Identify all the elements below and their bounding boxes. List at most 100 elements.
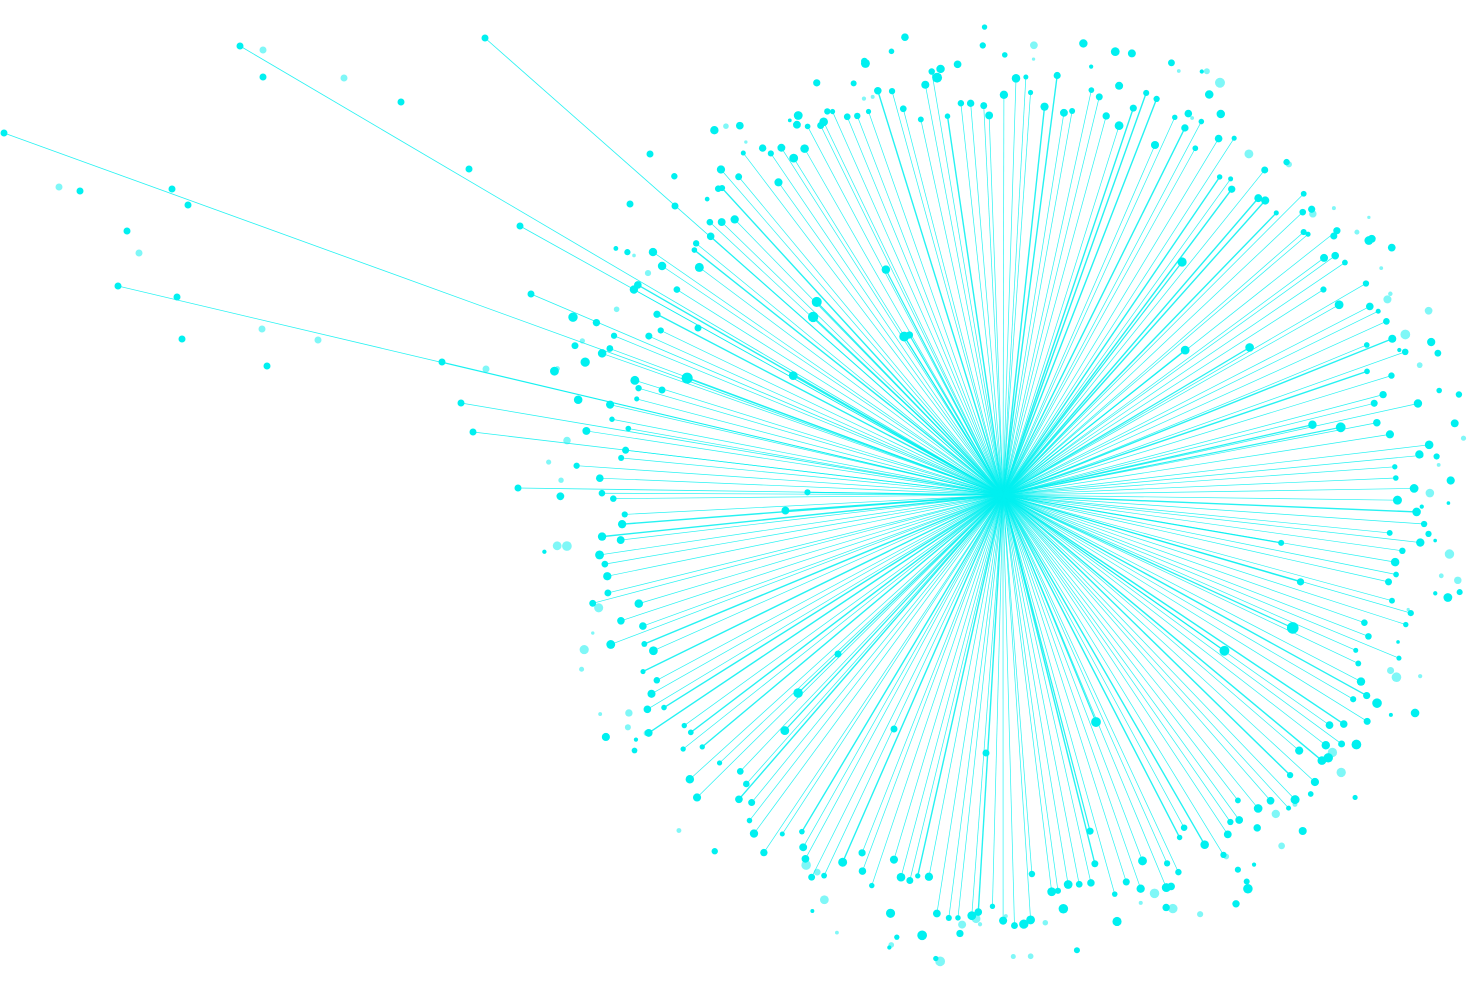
edge xyxy=(1002,494,1354,700)
edge xyxy=(1002,494,1345,725)
edge xyxy=(891,91,1004,496)
edge xyxy=(909,494,1004,881)
node xyxy=(1392,495,1402,505)
node xyxy=(397,98,405,106)
node xyxy=(1215,77,1225,88)
node xyxy=(1427,337,1436,347)
node xyxy=(1266,796,1275,805)
edge xyxy=(610,404,1004,496)
node xyxy=(1040,102,1049,111)
node xyxy=(644,269,652,277)
node xyxy=(1058,903,1069,914)
node xyxy=(793,688,803,698)
node xyxy=(591,631,595,635)
node xyxy=(1397,347,1402,353)
node xyxy=(613,306,620,313)
node xyxy=(1227,818,1234,826)
edge xyxy=(620,494,1004,622)
edge xyxy=(738,494,1004,800)
edge xyxy=(1002,494,1393,602)
edge xyxy=(1002,125,1120,496)
node xyxy=(1163,860,1171,867)
node xyxy=(1253,804,1263,813)
node xyxy=(582,426,591,435)
node xyxy=(717,218,726,226)
node xyxy=(1320,286,1327,293)
node xyxy=(1334,300,1344,310)
node xyxy=(1027,953,1034,960)
node xyxy=(1047,887,1057,897)
edge xyxy=(823,494,1004,876)
edge xyxy=(1002,231,1304,496)
edge xyxy=(696,494,1004,798)
node xyxy=(1223,830,1232,839)
edge xyxy=(1002,107,1134,496)
node xyxy=(469,428,477,436)
edge xyxy=(1002,494,1365,624)
node xyxy=(694,262,704,272)
node xyxy=(885,908,896,918)
edge xyxy=(1002,494,1239,801)
node xyxy=(813,79,821,87)
node xyxy=(865,108,872,115)
node xyxy=(1111,891,1118,897)
node xyxy=(1150,140,1160,150)
node xyxy=(1278,842,1285,850)
node xyxy=(1069,107,1076,114)
edge xyxy=(957,494,1004,918)
node xyxy=(1307,791,1314,797)
node xyxy=(1075,880,1083,888)
node xyxy=(1388,291,1393,297)
node xyxy=(606,400,615,409)
node xyxy=(1370,399,1378,407)
edge xyxy=(638,494,1004,604)
edge xyxy=(1002,138,1219,496)
node xyxy=(933,955,939,962)
node xyxy=(894,934,900,940)
edge xyxy=(601,492,1004,496)
node xyxy=(1234,797,1241,804)
node xyxy=(1091,717,1101,727)
node xyxy=(1365,633,1372,640)
edge xyxy=(1002,394,1384,496)
node xyxy=(760,848,768,857)
node xyxy=(819,117,828,127)
node xyxy=(692,793,702,802)
node xyxy=(621,511,628,518)
edge xyxy=(1002,494,1097,723)
edge xyxy=(460,402,1004,496)
edge xyxy=(651,494,1004,695)
node xyxy=(915,873,921,879)
node xyxy=(1309,210,1317,218)
node xyxy=(789,153,799,163)
node xyxy=(1399,547,1406,555)
node xyxy=(552,541,562,551)
node xyxy=(843,113,851,121)
node xyxy=(1385,578,1393,586)
edge xyxy=(1002,193,1304,496)
node xyxy=(1300,229,1307,236)
node xyxy=(1214,134,1223,143)
node xyxy=(870,94,875,99)
node xyxy=(259,73,267,81)
edge xyxy=(992,494,1004,907)
node xyxy=(813,868,821,876)
node xyxy=(589,599,597,607)
node xyxy=(932,909,941,918)
edge xyxy=(871,494,1004,886)
node xyxy=(580,357,590,367)
edge xyxy=(484,37,1004,496)
node xyxy=(632,253,636,258)
node xyxy=(579,338,585,344)
node xyxy=(645,332,653,340)
edge xyxy=(823,121,1004,496)
node xyxy=(974,908,983,916)
node xyxy=(799,843,808,852)
node xyxy=(514,484,522,492)
node xyxy=(465,165,473,173)
node xyxy=(1433,538,1437,543)
edge xyxy=(611,418,1004,496)
node xyxy=(1327,747,1338,758)
node xyxy=(1203,68,1210,75)
node xyxy=(633,737,639,742)
